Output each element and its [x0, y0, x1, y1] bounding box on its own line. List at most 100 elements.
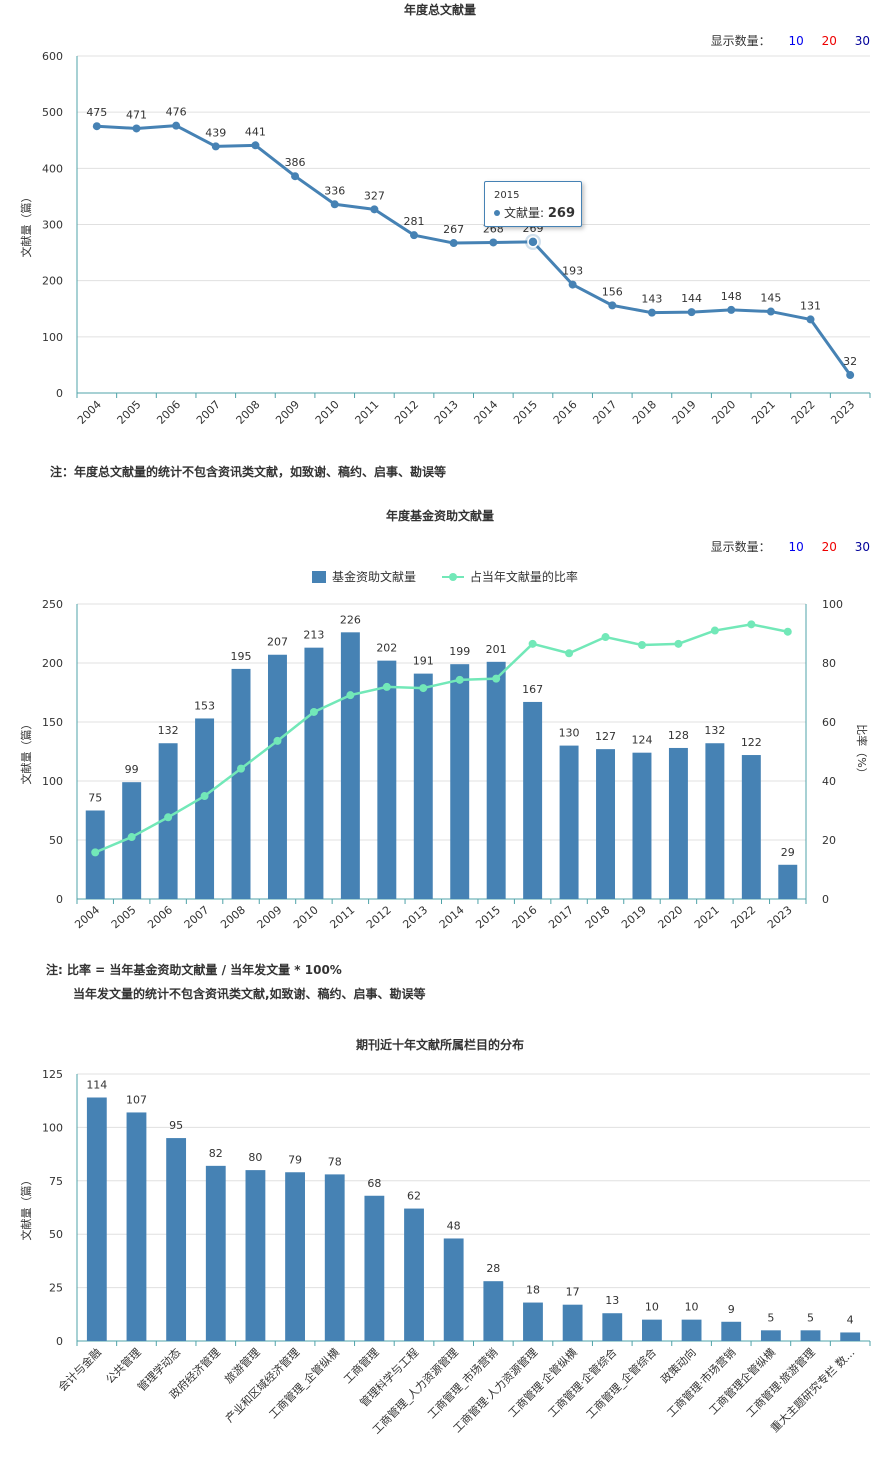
data-label: 336 — [324, 184, 345, 197]
bar — [760, 1330, 781, 1341]
x-tick-label: 2004 — [72, 903, 102, 931]
ratio-point — [637, 641, 646, 650]
x-tick-label: 政策动向 — [658, 1345, 699, 1386]
bar-data-label: 79 — [288, 1153, 302, 1166]
data-label: 156 — [602, 285, 623, 298]
x-tick-label: 2012 — [364, 903, 394, 931]
y-axis-title: 文献量（篇） — [19, 1175, 33, 1241]
chart1-tooltip: 2015 文献量: 269 — [484, 181, 582, 227]
x-tick-label: 2021 — [749, 398, 778, 427]
y-tick-label: 125 — [42, 1068, 63, 1081]
y-axis-title: 文献量（篇） — [19, 192, 33, 258]
bar-data-label: 114 — [86, 1078, 107, 1091]
x-tick-label: 2008 — [234, 398, 263, 427]
count-option-30[interactable]: 30 — [854, 34, 870, 48]
x-tick-label: 2015 — [511, 398, 540, 427]
y-tick-label: 25 — [49, 1282, 63, 1295]
x-tick-label: 2009 — [255, 903, 285, 931]
count-option-10[interactable]: 10 — [788, 540, 804, 554]
legend-label-ratio: 占当年文献量的比率 — [469, 570, 578, 584]
bar-data-label: 4 — [847, 1313, 854, 1326]
x-tick-label: 2020 — [656, 903, 686, 931]
y2-tick-label: 80 — [822, 657, 836, 670]
data-label: 471 — [126, 108, 147, 121]
legend-item-ratio[interactable]: 占当年文献量的比率 — [441, 568, 578, 585]
data-label: 143 — [641, 293, 662, 306]
y-tick-label: 200 — [42, 275, 63, 288]
x-tick-label: 2019 — [619, 903, 649, 931]
ratio-point — [346, 691, 355, 700]
bar — [562, 1304, 583, 1341]
x-tick-label: 2018 — [583, 903, 613, 931]
ratio-point — [674, 639, 683, 648]
count-option-20[interactable]: 20 — [821, 34, 837, 48]
data-point — [172, 121, 181, 130]
chart1-note: 注：年度总文献量的统计不包含资讯类文献，如致谢、稿约、启事、勘误等 — [50, 465, 447, 479]
ratio-point — [565, 649, 574, 658]
bar-data-label: 195 — [231, 650, 252, 663]
bar — [668, 747, 688, 899]
bar-data-label: 127 — [595, 730, 616, 743]
bar-data-label: 28 — [486, 1262, 500, 1275]
x-tick-label: 2018 — [630, 398, 659, 427]
bar — [413, 673, 433, 899]
data-label: 193 — [562, 265, 583, 278]
y2-tick-label: 40 — [822, 775, 836, 788]
chart2-note2: 当年发文量的统计不包含资讯类文献,如致谢、稿约、启事、勘误等 — [73, 987, 426, 1001]
legend-bar-swatch — [312, 571, 326, 583]
data-point — [132, 124, 141, 133]
chart1-title: 年度总文献量 — [403, 3, 476, 17]
ratio-point — [309, 707, 318, 716]
tooltip-series-dot — [494, 210, 500, 216]
x-tick-label: 2020 — [709, 398, 738, 427]
x-tick-label: 2022 — [728, 903, 758, 931]
x-tick-label: 2017 — [546, 903, 576, 931]
data-point-highlighted — [527, 236, 539, 248]
bar-data-label: 5 — [767, 1311, 774, 1324]
x-tick-label: 2021 — [692, 903, 722, 931]
data-point — [370, 205, 379, 214]
count-option-20[interactable]: 20 — [821, 540, 837, 554]
data-point — [766, 307, 775, 316]
bar — [705, 743, 725, 899]
x-tick-label: 2011 — [327, 903, 357, 931]
bar — [559, 745, 579, 899]
ratio-point — [492, 674, 501, 683]
bar-data-label: 48 — [447, 1219, 461, 1232]
y-tick-label: 200 — [42, 657, 63, 670]
data-point — [291, 172, 300, 181]
count-option-30[interactable]: 30 — [854, 540, 870, 554]
y-tick-label: 50 — [49, 1228, 63, 1241]
x-tick-label: 工商管理 — [340, 1345, 381, 1386]
bar — [267, 654, 287, 899]
bar — [443, 1238, 464, 1341]
data-point — [92, 122, 101, 131]
ratio-point — [455, 675, 464, 684]
bar-data-label: 202 — [376, 642, 397, 655]
x-tick-label: 工商管理企管纵横 — [706, 1345, 778, 1417]
bar-data-label: 130 — [559, 727, 580, 740]
x-tick-label: 产业和区域经济管理 — [222, 1345, 302, 1425]
data-point — [449, 239, 458, 248]
bar — [285, 1172, 305, 1341]
ratio-point — [164, 813, 173, 822]
count-option-10[interactable]: 10 — [788, 34, 804, 48]
data-label: 327 — [364, 189, 385, 202]
ratio-point — [237, 764, 246, 773]
tooltip-year: 2015 — [494, 190, 520, 201]
bar — [483, 1281, 504, 1341]
bar — [364, 1195, 385, 1341]
chart2-count-selector: 显示数量： 10 20 30 — [711, 538, 870, 555]
ratio-point — [200, 792, 209, 801]
bar-data-label: 62 — [407, 1190, 421, 1203]
data-point — [568, 280, 577, 289]
bar — [166, 1138, 187, 1341]
bar-data-label: 95 — [169, 1119, 183, 1132]
x-tick-label: 2010 — [313, 398, 342, 427]
legend-line-swatch — [441, 571, 464, 583]
legend-item-funded[interactable]: 基金资助文献量 — [312, 568, 416, 585]
data-label: 32 — [843, 355, 857, 368]
bar — [86, 1097, 107, 1341]
data-point — [846, 371, 855, 380]
ratio-point — [419, 684, 428, 693]
